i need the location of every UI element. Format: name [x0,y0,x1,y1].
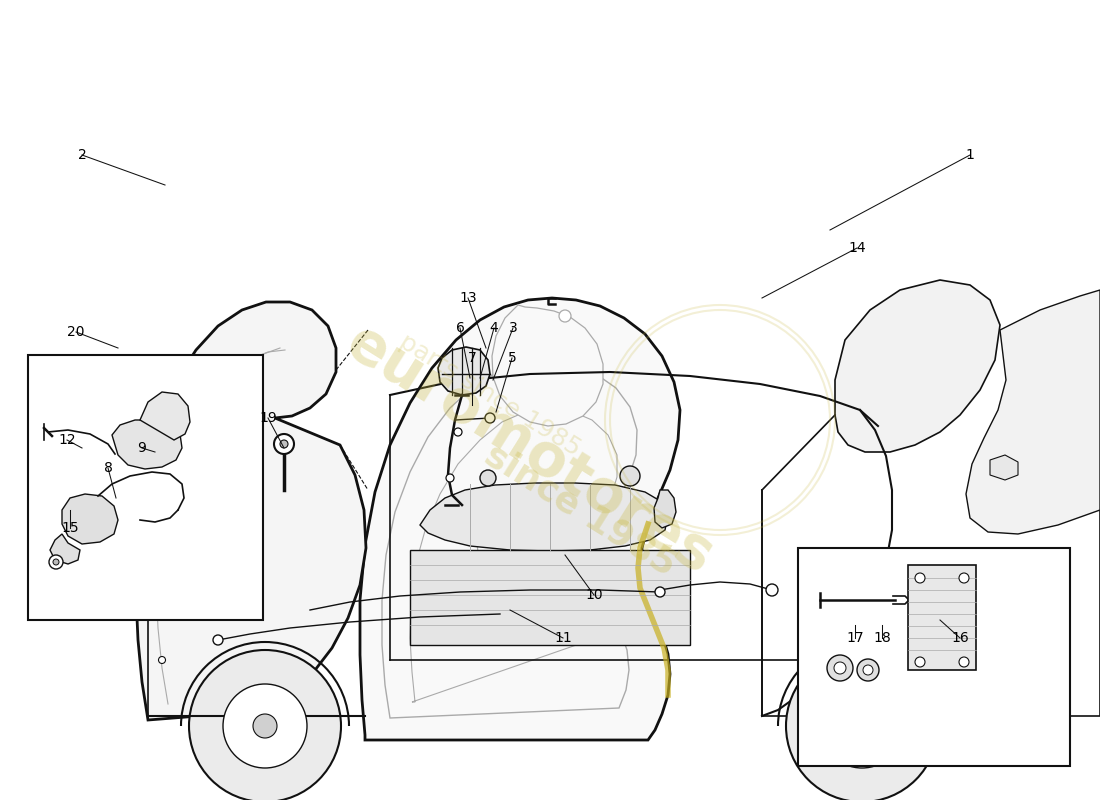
Text: 20: 20 [67,325,85,339]
Circle shape [820,684,904,768]
Circle shape [213,635,223,645]
Circle shape [172,377,178,383]
Text: parts since 1985: parts since 1985 [395,330,585,461]
Text: 15: 15 [62,521,79,535]
Text: 1: 1 [966,148,975,162]
Circle shape [170,411,177,418]
Text: 17: 17 [846,631,864,645]
Polygon shape [438,347,490,395]
Polygon shape [654,490,676,528]
Circle shape [454,428,462,436]
Text: 18: 18 [873,631,891,645]
Circle shape [446,474,454,482]
Circle shape [274,434,294,454]
Bar [798,548,1070,766]
Circle shape [786,650,938,800]
Circle shape [827,655,853,681]
Polygon shape [136,302,366,720]
Text: 7: 7 [468,351,476,365]
Text: 8: 8 [103,461,112,475]
Text: 2: 2 [78,148,87,162]
Polygon shape [62,494,118,544]
Circle shape [223,684,307,768]
Circle shape [154,511,162,518]
Text: 6: 6 [455,321,464,335]
Circle shape [959,573,969,583]
Circle shape [162,462,168,469]
Bar [28,355,263,620]
Polygon shape [492,305,603,426]
Circle shape [654,587,666,597]
Text: 11: 11 [554,631,572,645]
Text: 13: 13 [459,291,476,305]
Polygon shape [382,362,637,718]
Text: 10: 10 [585,588,603,602]
Polygon shape [360,298,680,740]
Circle shape [857,659,879,681]
Bar [410,550,690,645]
Ellipse shape [477,485,562,605]
Text: 19: 19 [260,411,277,425]
Circle shape [766,584,778,596]
Polygon shape [410,408,617,702]
Circle shape [154,611,162,618]
Text: 16: 16 [952,631,969,645]
Circle shape [280,440,288,448]
Circle shape [834,662,846,674]
Circle shape [620,466,640,486]
Text: 4: 4 [490,321,498,335]
Circle shape [189,650,341,800]
Circle shape [154,562,161,569]
Text: 12: 12 [58,433,76,447]
Bar [908,565,976,670]
Circle shape [480,470,496,486]
Polygon shape [966,290,1100,534]
Polygon shape [112,420,182,469]
Text: euromotores: euromotores [336,314,724,586]
Circle shape [50,555,63,569]
Polygon shape [140,392,190,440]
Text: 3: 3 [508,321,517,335]
Circle shape [253,714,277,738]
Polygon shape [420,483,668,551]
Circle shape [959,657,969,667]
Text: 9: 9 [138,441,146,455]
Circle shape [850,714,875,738]
Polygon shape [835,280,1000,452]
Circle shape [485,413,495,423]
Circle shape [158,657,165,663]
Circle shape [168,373,182,387]
Polygon shape [990,455,1018,480]
Polygon shape [50,534,80,564]
Text: 5: 5 [507,351,516,365]
Circle shape [559,310,571,322]
Circle shape [864,665,873,675]
Circle shape [53,559,59,565]
Circle shape [915,657,925,667]
Circle shape [915,573,925,583]
Text: since 1985: since 1985 [478,438,682,582]
Text: 14: 14 [848,241,866,255]
